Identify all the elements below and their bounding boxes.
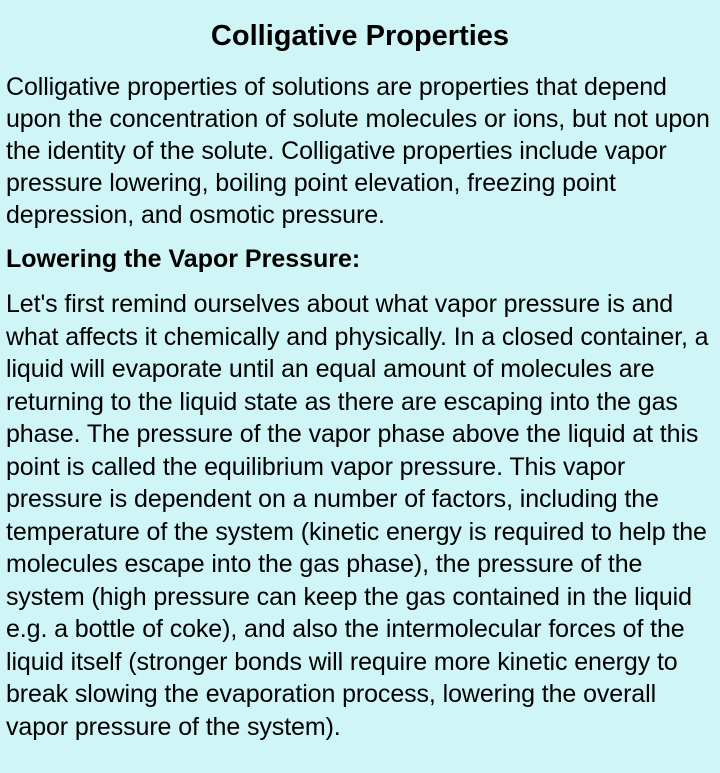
page-title: Colligative Properties: [6, 20, 714, 53]
body-paragraph: Let's first remind ourselves about what …: [6, 288, 714, 743]
intro-paragraph: Colligative properties of solutions are …: [6, 71, 714, 231]
section-subheading: Lowering the Vapor Pressure:: [6, 245, 714, 274]
